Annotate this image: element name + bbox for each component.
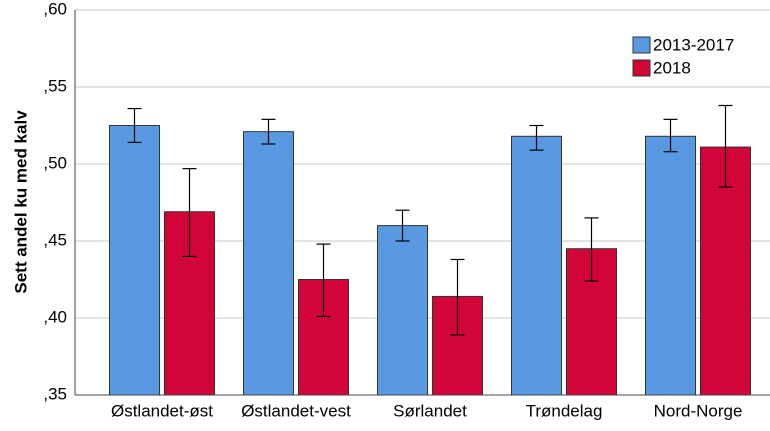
bar [645,135,696,396]
error-bar [450,258,465,336]
y-tick-label: ,55 [43,76,67,95]
y-tick-label: ,45 [43,230,67,249]
bar [700,146,751,396]
bar [377,225,428,396]
error-bar [395,209,410,242]
y-tick-label: ,60 [43,0,67,18]
y-tick-label: ,35 [43,384,67,403]
error-bar [261,118,276,145]
legend-label: 2018 [653,58,691,77]
error-bar [584,217,599,282]
x-tick-label: Trøndelag [526,401,603,420]
error-bar [718,104,733,188]
error-bar [663,118,678,153]
error-bar [316,243,331,318]
bar [243,131,294,396]
legend-swatch [632,36,651,54]
x-tick-label: Østlandet-vest [241,401,351,420]
error-bar [182,168,197,257]
x-tick-label: Østlandet-øst [111,401,213,420]
y-axis-label: Sett andel ku med kalv [11,110,30,294]
x-tick-label: Sørlandet [393,401,467,420]
error-bar [529,124,544,151]
x-tick-label: Nord-Norge [654,401,743,420]
y-tick-label: ,40 [43,307,67,326]
bar [511,135,562,396]
error-bar [127,107,142,144]
legend-label: 2013-2017 [653,35,734,54]
y-tick-label: ,50 [43,153,67,172]
bar [109,125,160,396]
legend-swatch [632,59,651,77]
